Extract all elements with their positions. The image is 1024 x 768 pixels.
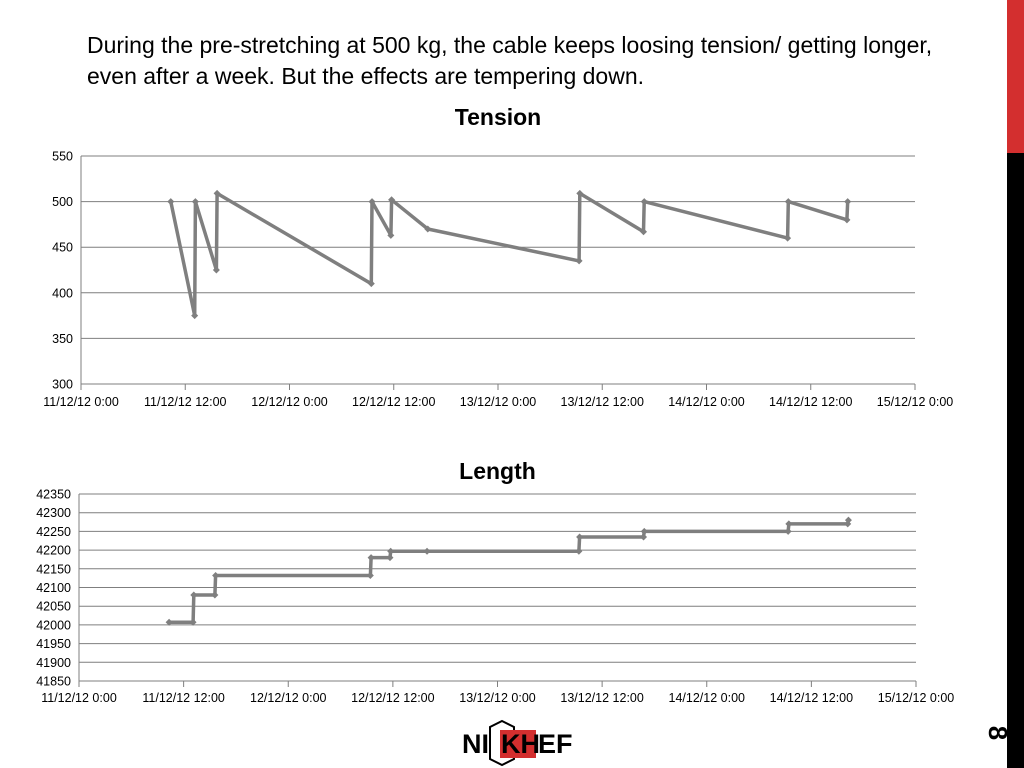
data-point-1-6 (367, 554, 375, 562)
data-point-0-1 (191, 312, 199, 320)
data-point-0-5 (367, 280, 375, 288)
y-tick-label-1-42100: 42100 (36, 581, 71, 595)
data-point-0-3 (212, 266, 220, 274)
data-point-1-12 (640, 533, 648, 541)
x-tick-label-1-7: 14/12/12 12:00 (770, 691, 853, 705)
y-tick-label-1-42000: 42000 (36, 618, 71, 632)
side-accent-red (1007, 0, 1024, 153)
x-tick-label-1-0: 11/12/12 0:00 (41, 691, 117, 705)
x-tick-label-1-5: 13/12/12 12:00 (560, 691, 643, 705)
data-point-0-11 (576, 189, 584, 197)
y-tick-label-0-500: 500 (52, 195, 73, 209)
data-point-0-9 (424, 225, 432, 233)
data-point-0-0 (167, 198, 175, 206)
logo-box (500, 730, 536, 758)
data-point-1-8 (387, 547, 395, 555)
data-point-0-15 (784, 198, 792, 206)
x-tick-label-0-7: 14/12/12 12:00 (769, 395, 852, 409)
series-line-0-0 (169, 191, 850, 318)
y-tick-label-1-41850: 41850 (36, 675, 71, 689)
logo-text-right: EF (538, 729, 572, 759)
y-tick-label-1-42350: 42350 (36, 488, 71, 502)
data-point-1-15 (785, 520, 793, 528)
x-tick-label-0-6: 14/12/12 0:00 (668, 395, 745, 409)
x-tick-label-1-2: 12/12/12 0:00 (250, 691, 327, 705)
x-tick-label-0-1: 11/12/12 12:00 (144, 395, 227, 409)
y-tick-label-1-42300: 42300 (36, 506, 71, 520)
y-tick-label-0-400: 400 (52, 286, 73, 300)
y-tick-label-0-550: 550 (52, 150, 73, 164)
data-point-0-2 (191, 198, 199, 206)
x-tick-label-0-3: 12/12/12 12:00 (352, 395, 435, 409)
y-tick-label-1-41950: 41950 (36, 637, 71, 651)
slide-number: 8 (983, 725, 1013, 741)
nikhef-logo: NI KH EF (462, 719, 572, 767)
x-tick-label-1-1: 11/12/12 12:00 (142, 691, 225, 705)
x-tick-label-1-3: 12/12/12 12:00 (351, 691, 434, 705)
x-tick-label-0-5: 13/12/12 12:00 (561, 395, 644, 409)
data-point-1-3 (211, 591, 219, 599)
logo-text-left: NI (462, 729, 489, 759)
series-line-1-0 (167, 518, 851, 625)
data-point-0-12 (640, 228, 648, 236)
data-point-1-11 (576, 533, 584, 541)
data-point-1-9 (423, 547, 431, 555)
x-tick-label-1-8: 15/12/12 0:00 (878, 691, 955, 705)
data-point-1-10 (575, 547, 583, 555)
x-tick-label-0-2: 12/12/12 0:00 (251, 395, 328, 409)
data-point-1-14 (784, 527, 792, 535)
data-point-0-13 (640, 198, 648, 206)
slide-caption: During the pre-stretching at 500 kg, the… (87, 32, 933, 89)
data-point-1-17 (844, 516, 852, 524)
y-tick-label-0-350: 350 (52, 332, 73, 346)
x-tick-label-0-8: 15/12/12 0:00 (877, 395, 954, 409)
y-tick-label-1-42200: 42200 (36, 544, 71, 558)
chart-title-0: Tension (455, 104, 541, 130)
y-tick-label-0-450: 450 (52, 241, 73, 255)
data-point-1-5 (366, 572, 374, 580)
data-point-1-1 (189, 618, 197, 626)
data-point-0-10 (575, 257, 583, 265)
data-point-0-16 (843, 216, 851, 224)
chart-title-1: Length (459, 458, 536, 484)
y-tick-label-0-300: 300 (52, 378, 73, 392)
x-tick-label-0-4: 13/12/12 0:00 (460, 395, 537, 409)
data-point-1-2 (190, 591, 198, 599)
data-point-0-7 (387, 231, 395, 239)
data-point-1-13 (640, 527, 648, 535)
y-tick-label-1-42150: 42150 (36, 562, 71, 576)
data-point-0-17 (844, 198, 852, 206)
y-tick-label-1-41900: 41900 (36, 656, 71, 670)
x-tick-label-1-6: 14/12/12 0:00 (669, 691, 746, 705)
data-point-0-4 (213, 189, 221, 197)
data-point-0-6 (368, 198, 376, 206)
side-accent-black (1007, 153, 1024, 768)
x-tick-label-0-0: 11/12/12 0:00 (43, 395, 119, 409)
data-point-1-0 (165, 618, 173, 626)
data-point-1-7 (386, 554, 394, 562)
logo-text-boxed: KH (501, 729, 540, 759)
logo-emblem (489, 719, 515, 767)
data-point-1-4 (212, 572, 220, 580)
y-tick-label-1-42250: 42250 (36, 525, 71, 539)
y-tick-label-1-42050: 42050 (36, 600, 71, 614)
data-point-0-8 (388, 196, 396, 204)
x-tick-label-1-4: 13/12/12 0:00 (459, 691, 536, 705)
data-point-0-14 (784, 234, 792, 242)
